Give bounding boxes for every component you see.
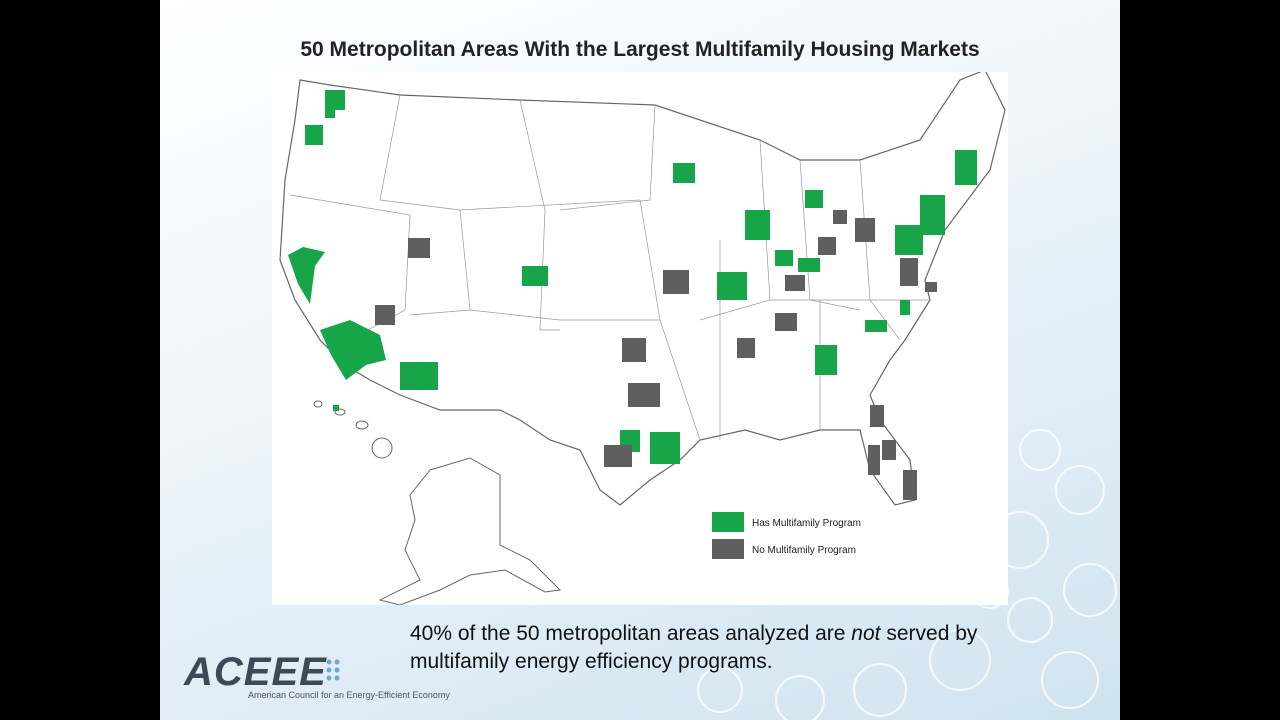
alaska [378, 457, 562, 606]
logo-dots [326, 659, 340, 681]
caption-text: served by multifamily energy efficiency … [410, 622, 978, 673]
caption-emphasis: not [851, 622, 881, 645]
us-map: Has Multifamily Program No Multifamily P… [279, 69, 1006, 606]
no-program-areas [375, 210, 937, 500]
logo-name: ACEEE [184, 650, 327, 694]
map: Has Multifamily Program No Multifamily P… [272, 69, 1008, 606]
logo: ACEEE [184, 650, 327, 695]
slide-title: 50 Metropolitan Areas With the Largest M… [300, 38, 980, 61]
hawaii [313, 400, 393, 459]
legend-label: Has Multifamily Program [752, 518, 861, 529]
legend-label: No Multifamily Program [752, 545, 856, 556]
caption: 40% of the 50 metropolitan areas analyze… [410, 620, 1070, 676]
logo-tagline: American Council for an Energy-Efficient… [248, 690, 450, 700]
legend-swatch [712, 539, 744, 559]
caption-text: 40% of the 50 metropolitan areas analyze… [410, 622, 846, 645]
legend-swatch [712, 512, 744, 532]
slide: 50 Metropolitan Areas With the Largest M… [160, 0, 1120, 720]
program-areas [288, 90, 977, 464]
